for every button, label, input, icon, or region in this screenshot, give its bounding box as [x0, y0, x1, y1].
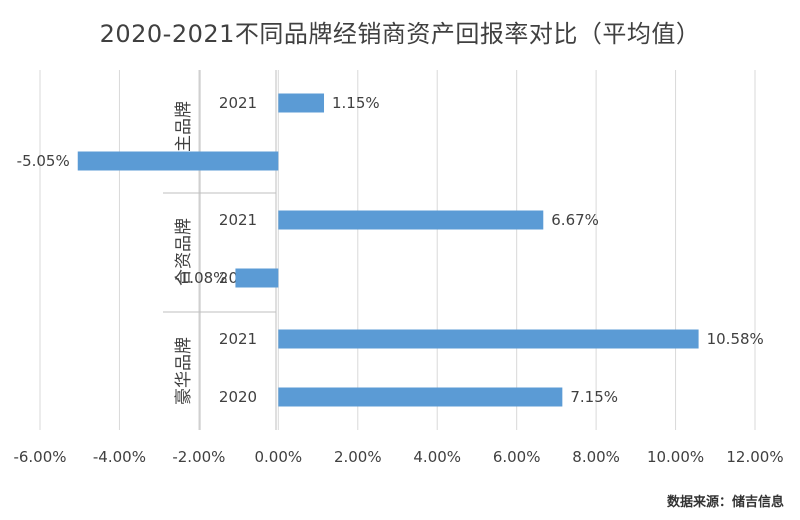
year-label: 2020: [219, 388, 257, 406]
group-label: 合资品牌: [174, 218, 194, 286]
x-tick-label: -6.00%: [13, 448, 66, 466]
x-tick-label: 12.00%: [726, 448, 783, 466]
bar: [278, 93, 325, 113]
bar: [77, 151, 279, 171]
x-tick-label: 2.00%: [334, 448, 382, 466]
data-label: 7.15%: [570, 388, 618, 406]
bar: [278, 329, 699, 349]
data-label: -1.08%: [174, 269, 227, 287]
data-source: 数据来源：储吉信息: [666, 495, 784, 510]
x-tick-label: 6.00%: [493, 448, 541, 466]
bar: [278, 210, 544, 230]
year-label: 2021: [219, 330, 257, 348]
year-label: 2021: [219, 211, 257, 229]
year-label: 2021: [219, 94, 257, 112]
data-label: 6.67%: [551, 211, 599, 229]
x-tick-label: -4.00%: [93, 448, 146, 466]
x-tick-label: 4.00%: [413, 448, 461, 466]
x-tick-label: -2.00%: [172, 448, 225, 466]
data-label: 1.15%: [332, 94, 380, 112]
bar: [235, 268, 279, 288]
data-label: -5.05%: [17, 152, 70, 170]
chart-title: 2020-2021不同品牌经销商资产回报率对比（平均值）: [99, 20, 701, 48]
bar: [278, 387, 563, 407]
group-label: 豪华品牌: [173, 337, 194, 405]
x-tick-label: 0.00%: [255, 448, 303, 466]
x-tick-label: 10.00%: [647, 448, 704, 466]
x-tick-label: 8.00%: [572, 448, 620, 466]
data-label: 10.58%: [707, 330, 764, 348]
